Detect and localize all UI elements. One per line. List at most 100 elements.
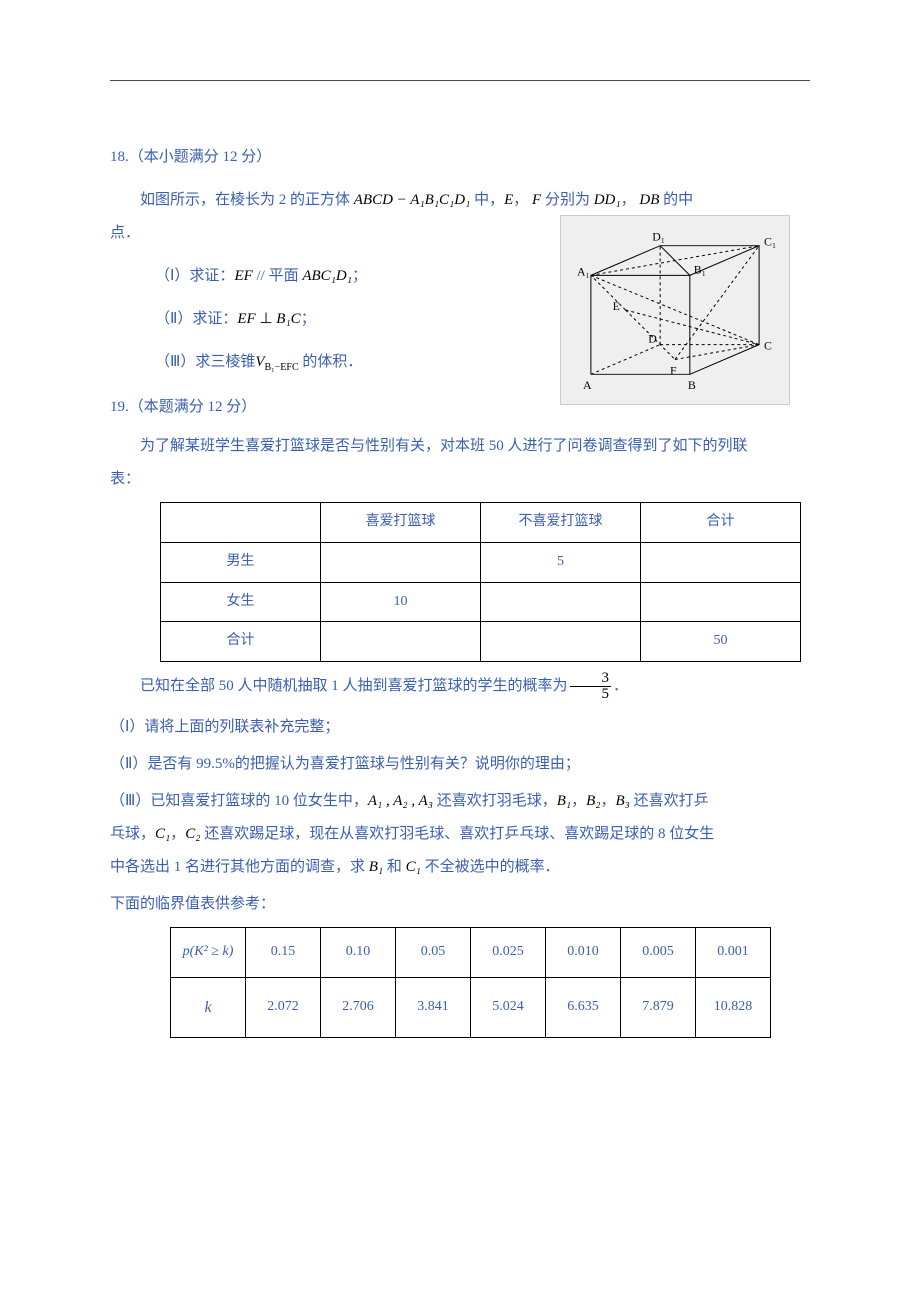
t2-r2-3: 5.024: [471, 978, 546, 1038]
q18-DB: DB: [639, 192, 659, 208]
q19-C2: C₂: [185, 826, 200, 842]
q18-p1-mid: // 平面: [253, 268, 303, 284]
table-row: 合计 50: [161, 622, 801, 662]
fig-A: A: [583, 378, 592, 392]
t1-r1c1: 10: [321, 582, 481, 622]
q18-DD1: DD₁: [594, 192, 621, 208]
frac-den: 5: [570, 687, 612, 702]
q19-p2: （Ⅱ）是否有 99.5%的把握认为喜爱打篮球与性别有关？说明你的理由；: [110, 748, 810, 781]
q19-A: A₁ , A₂ , A₃: [368, 793, 433, 809]
fig-C1: C₁: [764, 235, 776, 249]
q19-B1b: B₁: [369, 859, 383, 875]
q18-cube: ABCD − A₁B₁C₁D₁: [354, 192, 471, 208]
t2-r1-4: 0.010: [546, 928, 621, 978]
t2-r2-0: 2.072: [246, 978, 321, 1038]
t2-r2-2: 3.841: [396, 978, 471, 1038]
t1-r2c0: 合计: [161, 622, 321, 662]
table-row: 男生 5: [161, 542, 801, 582]
t2-r2-5: 7.879: [621, 978, 696, 1038]
q19-stem2: 表：: [110, 463, 810, 496]
t2-r1-0: 0.15: [246, 928, 321, 978]
q18-p2-end: ；: [301, 311, 316, 327]
fig-A1: A₁: [577, 264, 590, 278]
q19-ref: 下面的临界值表供参考：: [110, 888, 810, 921]
contingency-table: 喜爱打篮球 不喜爱打篮球 合计 男生 5 女生 10 合计 50: [160, 502, 801, 662]
q18-stem-post: 的中: [659, 192, 693, 208]
t1-r2c2: [481, 622, 641, 662]
fraction-3-5: 35: [570, 671, 612, 702]
critical-value-table: p(K² ≥ k) 0.15 0.10 0.05 0.025 0.010 0.0…: [170, 927, 771, 1038]
t2-r2-4: 6.635: [546, 978, 621, 1038]
q18-p2-pre: （Ⅱ）求证：: [155, 311, 237, 327]
fig-B1: B₁: [694, 262, 706, 276]
q19-p3l3b: 和: [383, 859, 406, 875]
top-rule: [110, 80, 810, 81]
q18-p1-end: ；: [352, 268, 367, 284]
fig-E: E: [613, 299, 620, 313]
q18-heading: 18.（本小题满分 12 分）: [110, 141, 810, 174]
q19-p3l3a: 中各选出 1 名进行其他方面的调查，求: [110, 859, 369, 875]
t2-r1-5: 0.005: [621, 928, 696, 978]
q19-B2: B₂: [586, 793, 600, 809]
t2-r1-6: 0.001: [696, 928, 771, 978]
table-row: p(K² ≥ k) 0.15 0.10 0.05 0.025 0.010 0.0…: [171, 928, 771, 978]
q18-p3-post: 的体积．: [299, 354, 363, 370]
t1-r0c1: [321, 542, 481, 582]
q19-given-pre: 已知在全部 50 人中随机抽取 1 人抽到喜爱打篮球的学生的概率为: [140, 678, 568, 694]
q18-E: E: [504, 192, 513, 208]
q18-F: F: [532, 192, 541, 208]
table-row: 喜爱打篮球 不喜爱打篮球 合计: [161, 503, 801, 543]
t1-r0c2: 5: [481, 542, 641, 582]
t2-r2-label: k: [171, 978, 246, 1038]
t1-h1: 喜爱打篮球: [321, 503, 481, 543]
q19-C1: C₁: [155, 826, 170, 842]
q19-C1b: C₁: [406, 859, 421, 875]
q18-p3-pre: （Ⅲ）求三棱锥: [155, 354, 255, 370]
q18-stem-line1: 如图所示，在棱长为 2 的正方体 ABCD − A₁B₁C₁D₁ 中，E， F …: [110, 184, 810, 217]
t2-r2-6: 10.828: [696, 978, 771, 1038]
q18-stem-pre: 如图所示，在棱长为 2 的正方体: [140, 192, 354, 208]
q19-p3b: 还喜欢打羽毛球，: [433, 793, 557, 809]
t1-r0c0: 男生: [161, 542, 321, 582]
fig-B: B: [688, 378, 696, 392]
q18-p2-b1c: B₁C: [276, 311, 300, 327]
q18-p1-ef: EF: [234, 268, 252, 284]
q18-p2-perp: ⊥: [256, 311, 277, 327]
q18-p3-sub: B₁−EFC: [265, 362, 299, 373]
table-row: k 2.072 2.706 3.841 5.024 6.635 7.879 10…: [171, 978, 771, 1038]
t1-r0c3: [641, 542, 801, 582]
q19-p3d: ，: [601, 793, 616, 809]
q19-p3l2c: 还喜欢踢足球，现在从喜欢打羽毛球、喜欢打乒乓球、喜欢踢足球的 8 位女生: [201, 826, 715, 842]
t1-r1c2: [481, 582, 641, 622]
q19-p3e: 还喜欢打乒: [630, 793, 709, 809]
t2-r1-2: 0.05: [396, 928, 471, 978]
q19-p3-line1: （Ⅲ）已知喜爱打篮球的 10 位女生中，A₁ , A₂ , A₃ 还喜欢打羽毛球…: [110, 785, 810, 818]
q19-p3l3c: 不全被选中的概率．: [421, 859, 560, 875]
q18-comma1: ，: [513, 192, 528, 208]
fig-F: F: [670, 363, 677, 377]
fig-C: C: [764, 339, 772, 353]
q18-p1-pre: （Ⅰ）求证：: [155, 268, 234, 284]
t2-r2-1: 2.706: [321, 978, 396, 1038]
q19-p3-line3: 中各选出 1 名进行其他方面的调查，求 B₁ 和 C₁ 不全被选中的概率．: [110, 851, 810, 884]
t1-h2: 不喜爱打篮球: [481, 503, 641, 543]
q18-p2-ef: EF: [237, 311, 255, 327]
q18-p3-V: V: [255, 354, 264, 370]
frac-num: 3: [570, 671, 612, 687]
t1-r2c1: [321, 622, 481, 662]
t2-r1-label: p(K² ≥ k): [171, 928, 246, 978]
t1-r2c3: 50: [641, 622, 801, 662]
t1-h3: 合计: [641, 503, 801, 543]
fig-D1: D₁: [652, 230, 665, 244]
q19-p1: （Ⅰ）请将上面的列联表补充完整；: [110, 711, 810, 744]
q19-p3c: ，: [571, 793, 586, 809]
q19-p3l2a: 乓球，: [110, 826, 155, 842]
t1-r1c0: 女生: [161, 582, 321, 622]
t2-r1-1: 0.10: [321, 928, 396, 978]
q18-stem-mid: 中，: [470, 192, 504, 208]
q18-stem-mid2: 分别为: [541, 192, 594, 208]
q19-B1: B₁: [557, 793, 571, 809]
q19-stem1: 为了解某班学生喜爱打篮球是否与性别有关，对本班 50 人进行了问卷调查得到了如下…: [110, 430, 810, 463]
cube-figure: A B C D A₁ B₁ C₁ D₁ E F: [560, 215, 790, 405]
fig-D: D: [648, 332, 657, 346]
